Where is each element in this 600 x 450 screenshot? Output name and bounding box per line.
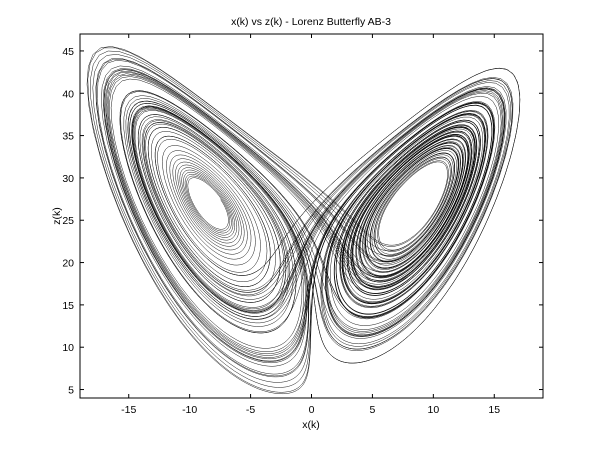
axis-ticks: -15 -10 -5 0 5 10 15 5 10 15 20 25 30 35 40 45	[62, 34, 543, 416]
x-tick-label: 0	[309, 404, 315, 416]
y-tick-label: 35	[62, 131, 74, 143]
axes-box	[79, 33, 544, 399]
y-tick-label: 45	[62, 46, 74, 58]
y-tick-label: 20	[62, 258, 74, 270]
x-tick-label: 15	[488, 404, 500, 416]
series-line	[86, 46, 521, 395]
x-tick-label: 10	[427, 404, 439, 416]
y-tick-label: 5	[68, 385, 74, 397]
chart-title: x(k) vs z(k) - Lorenz Butterfly AB-3	[231, 16, 391, 28]
y-tick-label: 40	[62, 88, 74, 100]
x-tick-label: -10	[182, 404, 197, 416]
y-tick-label: 10	[62, 342, 74, 354]
y-tick-label: 30	[62, 173, 74, 185]
y-tick-label: 15	[62, 300, 74, 312]
x-tick-label: -5	[246, 404, 255, 416]
x-axis-label: x(k)	[302, 419, 320, 431]
attractor-trace	[86, 46, 521, 395]
x-tick-label: 5	[369, 404, 375, 416]
y-axis-label: z(k)	[51, 207, 63, 225]
plot-area: -15 -10 -5 0 5 10 15 5 10 15 20 25 30 35 40 45	[62, 33, 544, 416]
y-tick-label: 25	[62, 215, 74, 227]
x-tick-label: -15	[121, 404, 136, 416]
